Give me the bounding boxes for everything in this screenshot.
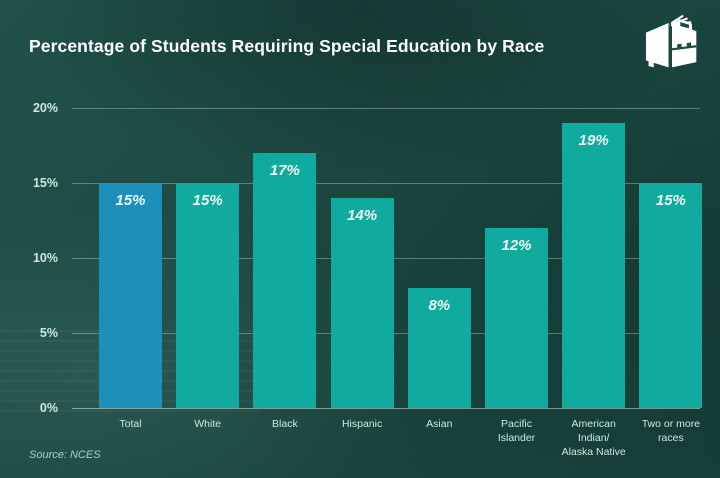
bar-value-label: 12% (501, 237, 532, 254)
bar-value-label: 15% (115, 192, 146, 209)
grid-line-0% (72, 408, 700, 409)
y-axis-tick-label: 15% (32, 176, 58, 190)
bar-value-label: 8% (428, 297, 451, 314)
y-axis-tick-label: 5% (39, 326, 58, 340)
book-briefcase-logo-icon (645, 15, 697, 69)
bar-white: 15% (176, 183, 240, 408)
bar-hispanic: 14% (330, 198, 394, 408)
chart-title: Percentage of Students Requiring Special… (29, 36, 545, 56)
x-axis-category-label-two-or-more-races: Two or more races (641, 418, 701, 445)
bar-black: 17% (253, 153, 317, 408)
bar-american-indian-alaska-native: 19% (562, 123, 626, 408)
y-axis-tick-label: 0% (39, 401, 58, 415)
grid-line-15% (72, 183, 700, 184)
source-note: Source: NCES (29, 449, 101, 461)
x-axis-category-label-white: White (194, 418, 222, 430)
bar-value-label: 19% (578, 132, 609, 149)
bar-asian: 8% (407, 288, 471, 408)
bar-value-label: 17% (269, 162, 300, 179)
x-axis-category-label-black: Black (272, 418, 298, 430)
y-axis-tick-label: 20% (32, 101, 58, 115)
x-axis-category-label-hispanic: Hispanic (341, 418, 383, 430)
bar-value-label: 15% (655, 192, 686, 209)
bar-value-label: 14% (347, 207, 378, 224)
x-axis-category-label-pacific-islander: Pacific Islander (497, 418, 536, 445)
bar-two-or-more-races: 15% (639, 183, 703, 408)
x-axis-category-label-asian: Asian (426, 418, 453, 430)
bar-total: 15% (99, 183, 162, 408)
bar-pacific-islander: 12% (485, 228, 548, 408)
x-axis-category-label-american-indian-alaska-native: American Indian/Alaska Native (561, 418, 626, 459)
bar-value-label: 15% (192, 192, 223, 209)
y-axis-tick-label: 10% (32, 251, 58, 265)
x-axis-category-label-total: Total (119, 418, 142, 430)
grid-line-20% (72, 108, 700, 109)
